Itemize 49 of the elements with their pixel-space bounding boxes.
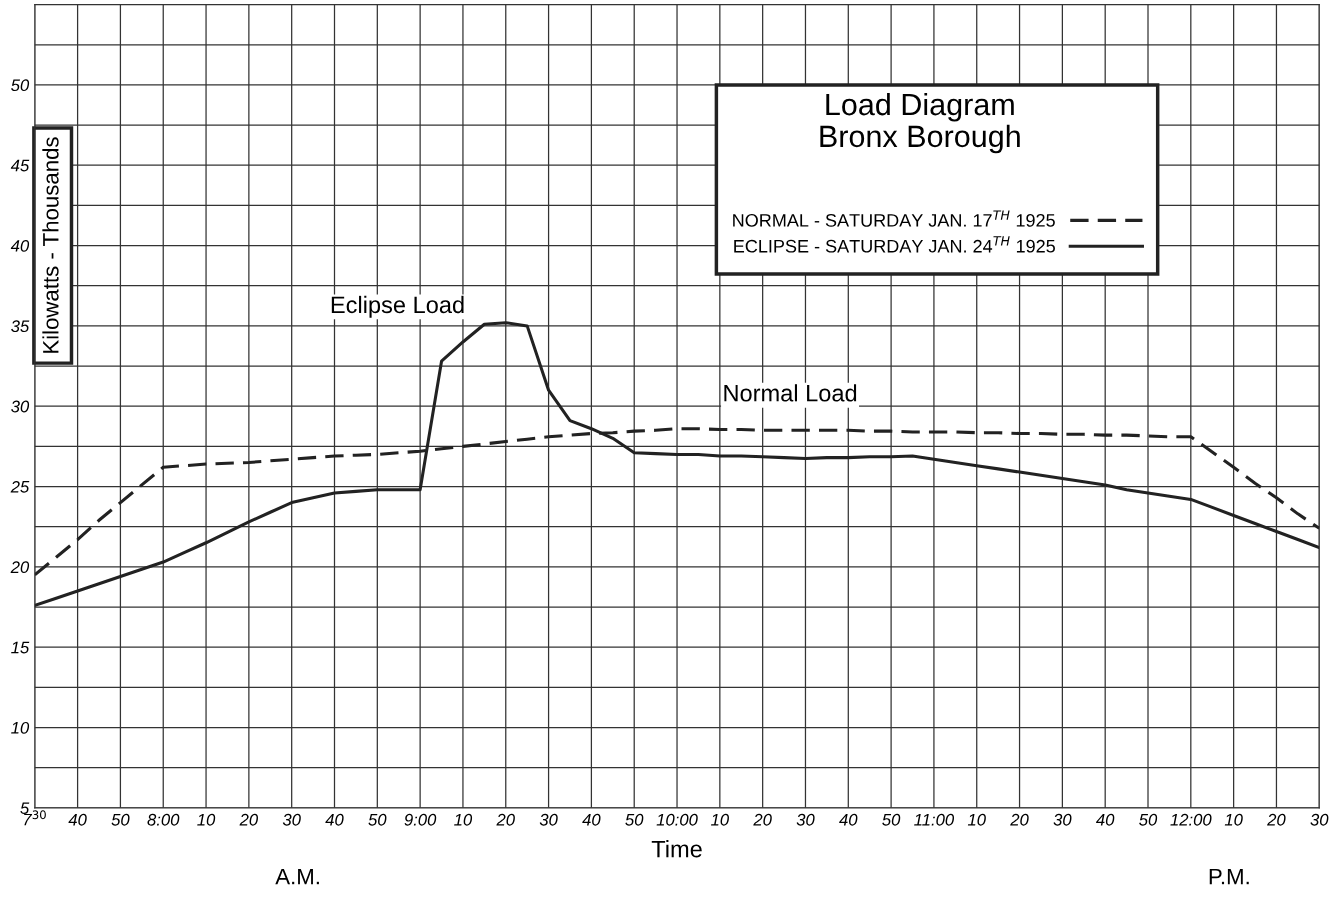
y-tick-label: 25: [10, 480, 30, 493]
x-tick-label: 50: [368, 813, 387, 826]
x-tick-label: 11:00: [914, 813, 955, 826]
x-tick-label: 40: [325, 813, 344, 826]
y-tick-label: 10: [11, 721, 30, 734]
y-tick-label: 15: [11, 641, 30, 654]
y-tick-label: 30: [11, 400, 30, 413]
x-tick-label: 50: [625, 813, 644, 826]
x-tick-label: 10: [967, 813, 986, 826]
x-tick-label: 30: [1310, 813, 1329, 826]
y-tick-label: 50: [11, 79, 30, 92]
x-tick-label: 50: [1139, 813, 1158, 826]
text: Load Diagram Bronx Borough: [820, 92, 1020, 154]
x-tick-label: 20: [1010, 813, 1029, 826]
x-tick-label: 30: [1053, 813, 1072, 826]
legend-label: ECLIPSE - SATURDAY JAN. 24$^{TH}$ 1925: [734, 236, 1055, 253]
y-tick-label: 20: [10, 561, 30, 574]
x-tick-label: 10: [1224, 813, 1243, 826]
x-tick-label: 10:00: [656, 813, 698, 826]
x-tick-label: 30: [282, 813, 301, 826]
x-tick-label: 10: [454, 813, 473, 826]
x-axis-title: Time: [651, 840, 702, 858]
text: P.M.: [1209, 868, 1249, 885]
y-tick-label: 40: [10, 239, 30, 252]
legend-label: NORMAL - SATURDAY JAN. 17$^{TH}$ 1925: [733, 210, 1055, 227]
x-tick-label: 50: [111, 813, 130, 826]
x-tick-label: 40: [1096, 813, 1115, 826]
y-tick-label: 45: [10, 159, 30, 172]
x-tick-label: 20: [753, 813, 772, 826]
y-tick-label: 35: [11, 320, 30, 333]
x-tick-label: 30: [539, 813, 558, 826]
x-tick-label: 10: [197, 813, 216, 826]
x-tick-label: 30: [796, 813, 815, 826]
x-tick-label: 20: [239, 813, 258, 826]
text: A.M.: [275, 868, 319, 885]
x-tick-label: 40: [582, 813, 601, 826]
x-tick-label: 20: [1267, 813, 1286, 826]
annotation: Eclipse Load: [331, 295, 464, 318]
x-tick-label: 9:00: [404, 813, 437, 826]
x-tick-label: 12:00: [1170, 813, 1212, 826]
x-tick-label: 10: [711, 813, 729, 826]
x-tick-label: 20: [496, 813, 515, 826]
y-axis-title: Kilowatts - Thousands: [42, 137, 59, 353]
x-tick-label: 40: [839, 813, 858, 826]
y-tick-label: 5: [20, 802, 30, 815]
annotation: Normal Load: [724, 384, 857, 402]
x-tick-label: 8:00: [147, 813, 180, 826]
x-tick-label: 50: [882, 813, 901, 826]
x-tick-label: 40: [68, 813, 87, 826]
